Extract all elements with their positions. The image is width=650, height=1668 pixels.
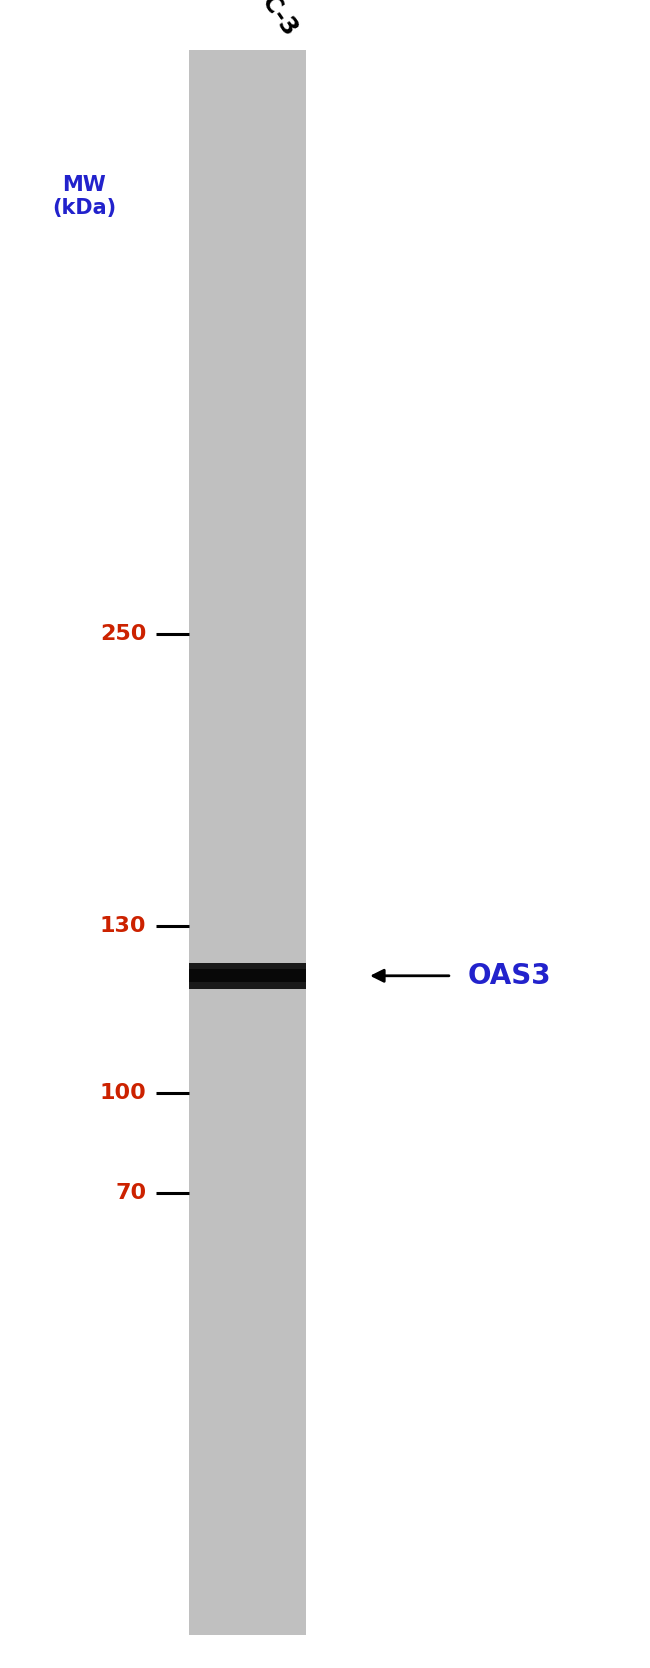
Text: 70: 70 <box>115 1183 146 1203</box>
Text: 100: 100 <box>99 1083 146 1103</box>
Bar <box>188 969 306 982</box>
Text: PC-3: PC-3 <box>247 0 302 42</box>
Text: MW
(kDa): MW (kDa) <box>53 175 116 219</box>
Bar <box>188 962 306 989</box>
Bar <box>188 50 306 1635</box>
Text: OAS3: OAS3 <box>468 962 552 989</box>
Text: 130: 130 <box>99 916 146 936</box>
Text: 250: 250 <box>100 624 146 644</box>
